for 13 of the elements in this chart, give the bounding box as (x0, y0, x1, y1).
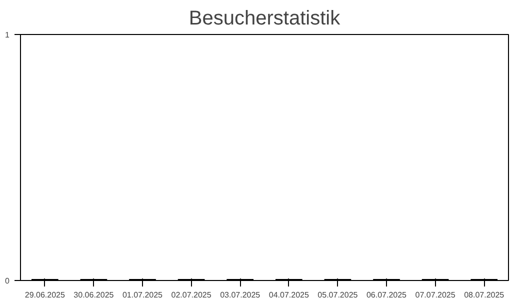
x-tick-label: 01.07.2025 (122, 290, 164, 300)
x-tick-label: 30.06.2025 (74, 290, 114, 300)
x-tick-label: 08.07.2025 (464, 290, 505, 300)
chart-title: Besucherstatistik (188, 8, 342, 30)
y-tick-label: 0 (5, 276, 10, 286)
y-tick-label: 1 (5, 30, 10, 40)
x-tick-label: 04.07.2025 (268, 290, 310, 300)
x-tick-label: 03.07.2025 (220, 290, 261, 300)
x-tick-label: 02.07.2025 (171, 290, 212, 300)
x-tick-label: 06.07.2025 (366, 290, 408, 300)
x-tick-label: 05.07.2025 (318, 290, 358, 300)
x-tick-label: 29.06.2025 (24, 290, 66, 300)
x-tick-label: 07.07.2025 (415, 290, 456, 300)
